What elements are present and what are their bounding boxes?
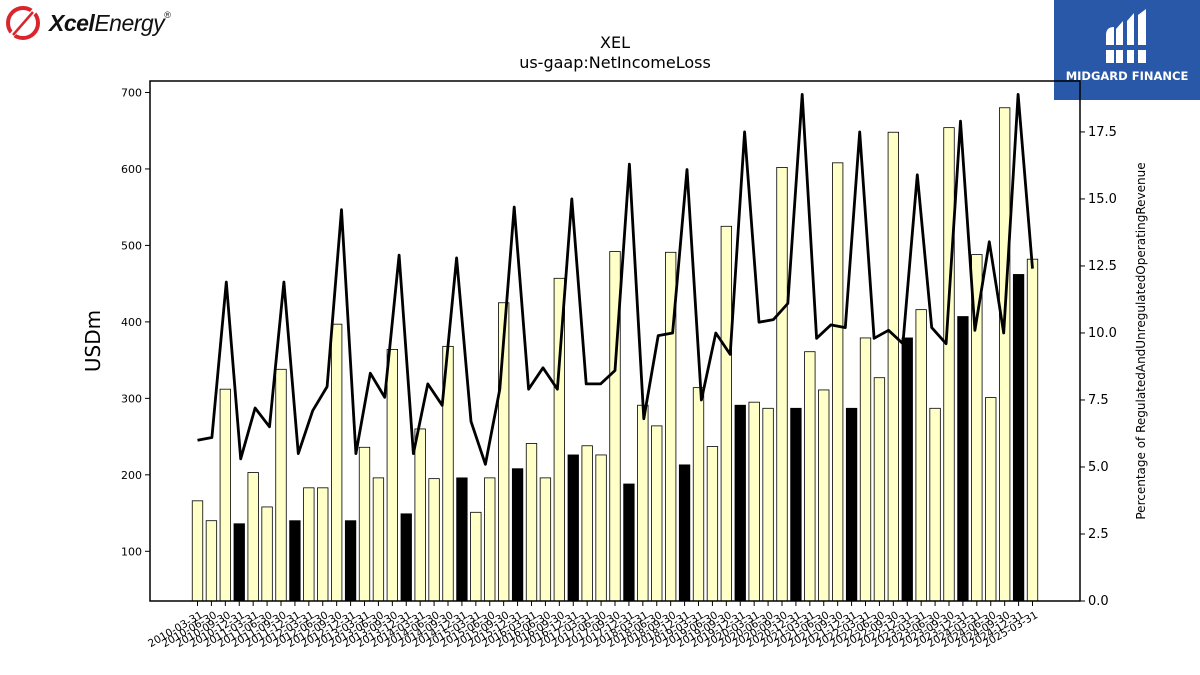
bar [567,454,579,602]
bar [470,511,482,602]
y-axis-ticks: 100 200 300 400 500 600 700 [121,86,150,558]
y2-tick-label: 2.5 [1088,527,1109,542]
chart-title: XEL [600,33,630,52]
bar [748,401,760,602]
bar [219,388,231,602]
y-tick-label: 100 [121,545,142,558]
bar [887,131,899,602]
xcel-swoosh-icon [6,6,40,40]
bar [845,407,858,602]
midgard-emblem-icon [1103,9,1151,63]
y-tick-label: 200 [121,469,142,482]
bar [456,477,468,602]
bar [303,487,315,602]
bar [720,225,732,602]
y2-tick-label: 10.0 [1088,326,1117,341]
bar [400,513,412,602]
bar [386,349,398,602]
bar [790,407,802,602]
bar [957,316,969,602]
bar [511,468,524,602]
bar [289,520,301,602]
bar [275,368,287,602]
bar [358,446,371,602]
bar [205,520,218,602]
y-tick-label: 500 [121,239,142,252]
bar [985,397,997,602]
bar [776,167,788,602]
bar [344,520,357,602]
bar [414,428,426,602]
y2-tick-label: 12.5 [1088,259,1117,274]
bar [261,506,273,602]
bar [428,478,440,602]
bar [999,107,1011,602]
bar [539,477,552,602]
y-tick-label: 400 [121,316,142,329]
y-tick-label: 600 [121,163,142,176]
bar [191,500,204,602]
bar [317,487,329,602]
bar [734,404,746,602]
bar [929,407,941,602]
bar [859,337,872,602]
bar [247,472,259,602]
midgard-brand-text: MIDGARD FINANCE [1065,69,1189,83]
xcel-energy-logo: XcelEnergy® [5,4,205,42]
bar [901,337,913,602]
x-axis-ticks: 2010-03-312010-06-302010-09-302010-12-31… [146,601,1040,650]
bar [706,446,719,602]
y2-tick-label: 15.0 [1088,192,1117,207]
bar [678,464,691,602]
y2-tick-label: 17.5 [1088,125,1117,140]
bar [804,351,816,602]
midgard-finance-logo: MIDGARD FINANCE [1054,0,1200,100]
bar [943,127,955,602]
bar [372,477,385,602]
y2-axis-label: Percentage of RegulatedAndUnregulatedOpe… [1134,162,1148,519]
bar [525,443,538,602]
y-tick-label: 700 [121,86,142,99]
chart-subtitle: us-gaap:NetIncomeLoss [519,53,711,72]
y-tick-label: 300 [121,392,142,405]
bar [331,323,343,602]
line-series [197,93,1034,466]
bar [484,477,496,602]
bar [762,407,774,602]
bar [692,387,705,602]
ratio-line [197,93,1034,466]
y2-tick-label: 5.0 [1088,460,1109,475]
y2-tick-label: 7.5 [1088,393,1109,408]
bar [832,162,844,602]
bar [915,309,927,602]
y2-tick-label: 0.0 [1088,594,1109,609]
bar [581,445,593,602]
xcel-brand-text: XcelEnergy® [49,10,171,36]
bar [873,377,886,602]
bar [637,404,649,602]
bar [818,389,830,602]
bar [1012,274,1025,602]
bar [233,523,245,602]
bar [1026,258,1039,602]
bar [595,454,607,602]
y2-axis-ticks: 0.0 2.5 5.0 7.5 10.0 12.5 15.0 17.5 [1080,125,1117,609]
y-axis-label: USDm [81,310,105,372]
plot-frame [149,80,1081,602]
bar [651,425,663,602]
bar [623,483,635,602]
